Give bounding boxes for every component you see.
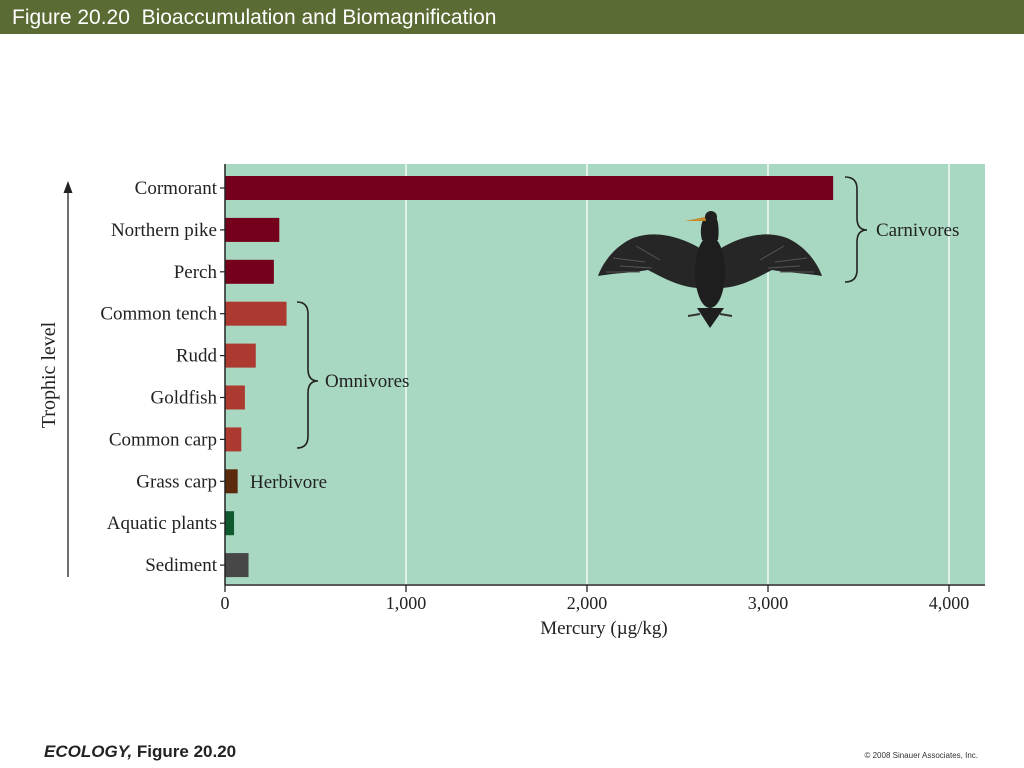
bar — [225, 217, 280, 242]
omnivores-brace — [296, 301, 319, 449]
slide-title: Figure 20.20 Bioaccumulation and Biomagn… — [12, 6, 497, 29]
carnivores-label: Carnivores — [876, 220, 959, 241]
category-label: Grass carp — [136, 471, 217, 492]
category-label: Common carp — [109, 429, 217, 450]
category-label: Cormorant — [135, 178, 218, 199]
herbivore-label: Herbivore — [250, 472, 327, 493]
x-tick-label: 3,000 — [748, 593, 789, 613]
trophic-arrow — [63, 181, 73, 577]
category-label: Aquatic plants — [107, 513, 217, 534]
category-label: Common tench — [100, 304, 217, 325]
category-label: Rudd — [176, 346, 218, 367]
carnivores-brace — [844, 176, 868, 283]
bar — [225, 427, 242, 452]
bar — [225, 259, 274, 284]
footer-source: ECOLOGY, Figure 20.20 — [44, 742, 236, 762]
y-axis-label: Trophic level — [38, 321, 60, 428]
title-bar: Figure 20.20 Bioaccumulation and Biomagn… — [0, 0, 1024, 34]
bar — [225, 469, 238, 494]
bar — [225, 511, 235, 536]
x-tick-label: 2,000 — [567, 593, 608, 613]
bar — [225, 553, 249, 578]
omnivores-label: Omnivores — [325, 371, 409, 392]
x-ticks: 0 1,000 2,000 3,000 4,000 — [221, 585, 970, 613]
x-tick-label: 4,000 — [929, 593, 970, 613]
bars — [225, 176, 834, 578]
bar — [225, 176, 834, 200]
x-tick-label: 1,000 — [386, 593, 427, 613]
category-label: Northern pike — [111, 220, 217, 241]
x-tick-label: 0 — [221, 593, 230, 613]
category-label: Goldfish — [151, 388, 218, 409]
gridlines — [405, 164, 950, 585]
category-label: Perch — [174, 262, 218, 283]
bar — [225, 385, 245, 410]
category-label: Sediment — [145, 555, 217, 576]
x-axis-label: Mercury (µg/kg) — [540, 618, 668, 639]
footer-copyright: © 2008 Sinauer Associates, Inc. — [864, 751, 978, 760]
cormorant-icon — [598, 211, 822, 328]
footer-figure: Figure 20.20 — [132, 742, 237, 761]
footer-book: ECOLOGY, — [44, 742, 133, 761]
bar — [225, 343, 256, 368]
bar — [225, 301, 287, 326]
category-labels: Cormorant Northern pike Perch Common tench R… — [100, 178, 225, 576]
